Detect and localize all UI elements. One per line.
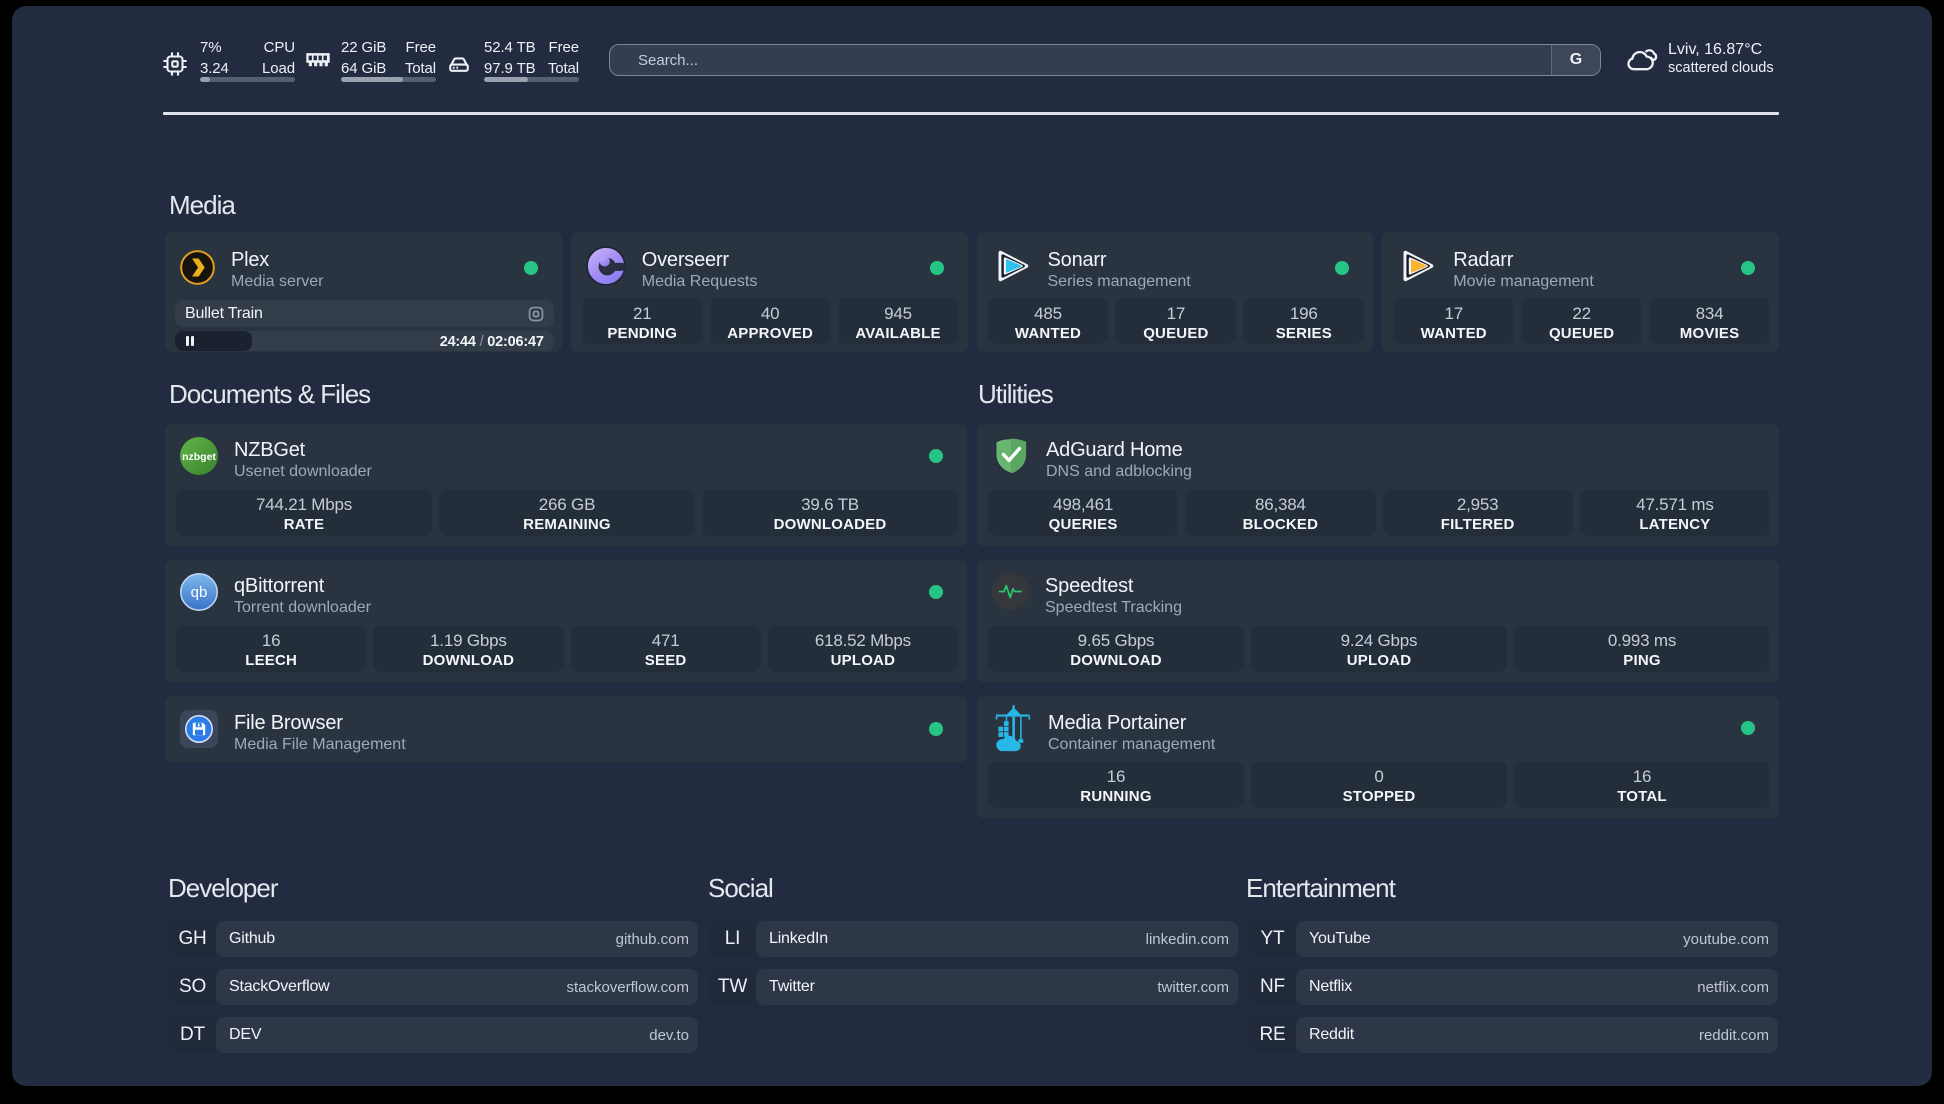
svg-text:qb: qb: [191, 584, 208, 601]
svg-text:nzbget: nzbget: [182, 451, 216, 463]
